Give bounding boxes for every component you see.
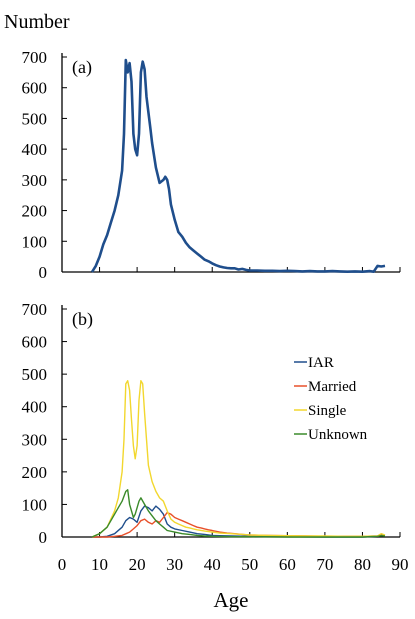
- y-tick-label: 100: [22, 232, 48, 251]
- legend-label: Single: [308, 403, 347, 419]
- y-tick-label: 600: [22, 333, 48, 352]
- series-line-married: [92, 511, 386, 538]
- x-tick-label: 70: [316, 555, 333, 574]
- y-tick-label: 600: [22, 79, 48, 98]
- panel-a: 0 100 200 300 400 500 600 700 (a): [22, 48, 401, 282]
- legend-label: IAR: [308, 355, 334, 371]
- y-axis-title: Number: [4, 11, 70, 33]
- legend-label: Married: [308, 379, 357, 395]
- x-tick-label: 60: [279, 555, 296, 574]
- x-tick-label: 20: [129, 555, 146, 574]
- y-tick-label: 500: [22, 365, 48, 384]
- y-tick-label: 0: [39, 263, 48, 282]
- y-tick-label: 100: [22, 495, 48, 514]
- y-tick-label: 0: [39, 528, 48, 547]
- y-tick-label: 400: [22, 140, 48, 159]
- x-tick-label: 30: [166, 555, 183, 574]
- x-tick-label: 80: [354, 555, 371, 574]
- x-tick-label: 40: [204, 555, 221, 574]
- y-tick-label: 700: [22, 48, 48, 67]
- panel-label: (a): [72, 57, 92, 78]
- x-axis-title: Age: [214, 588, 249, 612]
- y-tick-label: 700: [22, 300, 48, 319]
- series-line-single: [91, 380, 386, 538]
- series-line-unknown: [91, 489, 386, 538]
- legend-label: Unknown: [308, 427, 368, 443]
- y-tick-label: 200: [22, 202, 48, 221]
- x-tick-label: 10: [91, 555, 108, 574]
- x-tick-label: 0: [58, 555, 67, 574]
- x-tick-label: 50: [241, 555, 258, 574]
- x-tick-label: 90: [392, 555, 409, 574]
- y-tick-label: 300: [22, 430, 48, 449]
- y-tick-label: 200: [22, 463, 48, 482]
- panel-b: 0 100 200 300 400 500 600 700 0 10 20 30 40 50 60 70 80 9…: [22, 300, 409, 574]
- panel-label: (b): [72, 309, 93, 330]
- y-tick-label: 300: [22, 171, 48, 190]
- y-tick-label: 500: [22, 109, 48, 128]
- y-tick-label: 400: [22, 398, 48, 417]
- series-line: [90, 58, 386, 273]
